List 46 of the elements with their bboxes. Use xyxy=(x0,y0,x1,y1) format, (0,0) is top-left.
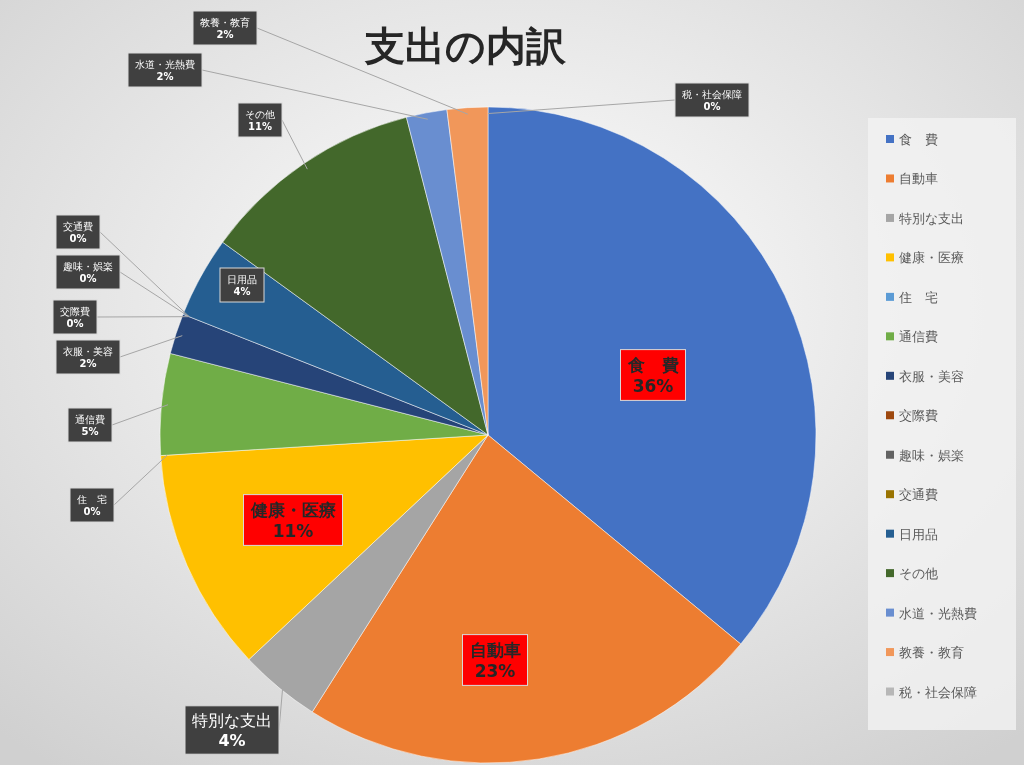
data-label: 4% xyxy=(218,731,246,750)
slice-label: 日用品 xyxy=(227,273,257,285)
legend-label: 特別な支出 xyxy=(899,210,964,226)
text: 0% xyxy=(79,273,97,284)
data-label: 2% xyxy=(79,358,97,369)
text: 0% xyxy=(69,233,87,244)
data-label: 2% xyxy=(216,29,234,40)
legend-label: 衣服・美容 xyxy=(899,368,964,384)
slice-label: 通信費 xyxy=(75,413,105,425)
slice-label: 特別な支出 xyxy=(192,711,272,730)
category-label: 交際費 xyxy=(60,305,90,317)
data-label: 11% xyxy=(272,521,314,541)
category-label: 趣味・娯楽 xyxy=(63,260,113,272)
slice-label: 健康・医療 xyxy=(249,499,336,520)
legend-label: 交際費 xyxy=(899,408,938,424)
legend-label: 税・社会保障 xyxy=(899,684,977,700)
text: 0% xyxy=(66,318,84,329)
slice-label: その他 xyxy=(245,108,275,120)
data-label: 2% xyxy=(156,71,174,82)
legend-label: その他 xyxy=(899,566,938,582)
slice-label: 食 費 xyxy=(899,132,938,147)
legend-label: 趣味・娯楽 xyxy=(899,447,964,463)
data-label: 23% xyxy=(474,661,516,681)
text: 0% xyxy=(83,506,101,517)
legend-label: 教養・教育 xyxy=(899,645,964,661)
data-label: 11% xyxy=(248,121,272,132)
slice-label: 水道・光熱費 xyxy=(135,58,195,70)
legend-label: 住 宅 xyxy=(898,289,938,305)
chart-title: 支出の内訳 xyxy=(363,23,567,69)
slice-label: 教養・教育 xyxy=(200,16,250,28)
legend-label: 通信費 xyxy=(899,329,938,345)
data-label: 4% xyxy=(233,286,251,297)
data-label: 5% xyxy=(81,426,99,437)
legend-label: 交通費 xyxy=(899,487,938,503)
category-label: 税・社会保障 xyxy=(682,88,742,100)
data-label: 36% xyxy=(632,376,674,396)
legend-label: 自動車 xyxy=(899,171,938,187)
legend-label: 日用品 xyxy=(899,526,938,542)
category-label: 住 宅 xyxy=(77,493,107,505)
text: 0% xyxy=(703,101,721,112)
slice-label: 食 費 xyxy=(626,354,679,375)
legend-label: 水道・光熱費 xyxy=(899,605,977,621)
legend-label: 健康・医療 xyxy=(899,250,964,266)
slice-label: 自動車 xyxy=(469,639,521,660)
category-label: 交通費 xyxy=(63,220,93,232)
slice-label: 衣服・美容 xyxy=(63,345,113,357)
